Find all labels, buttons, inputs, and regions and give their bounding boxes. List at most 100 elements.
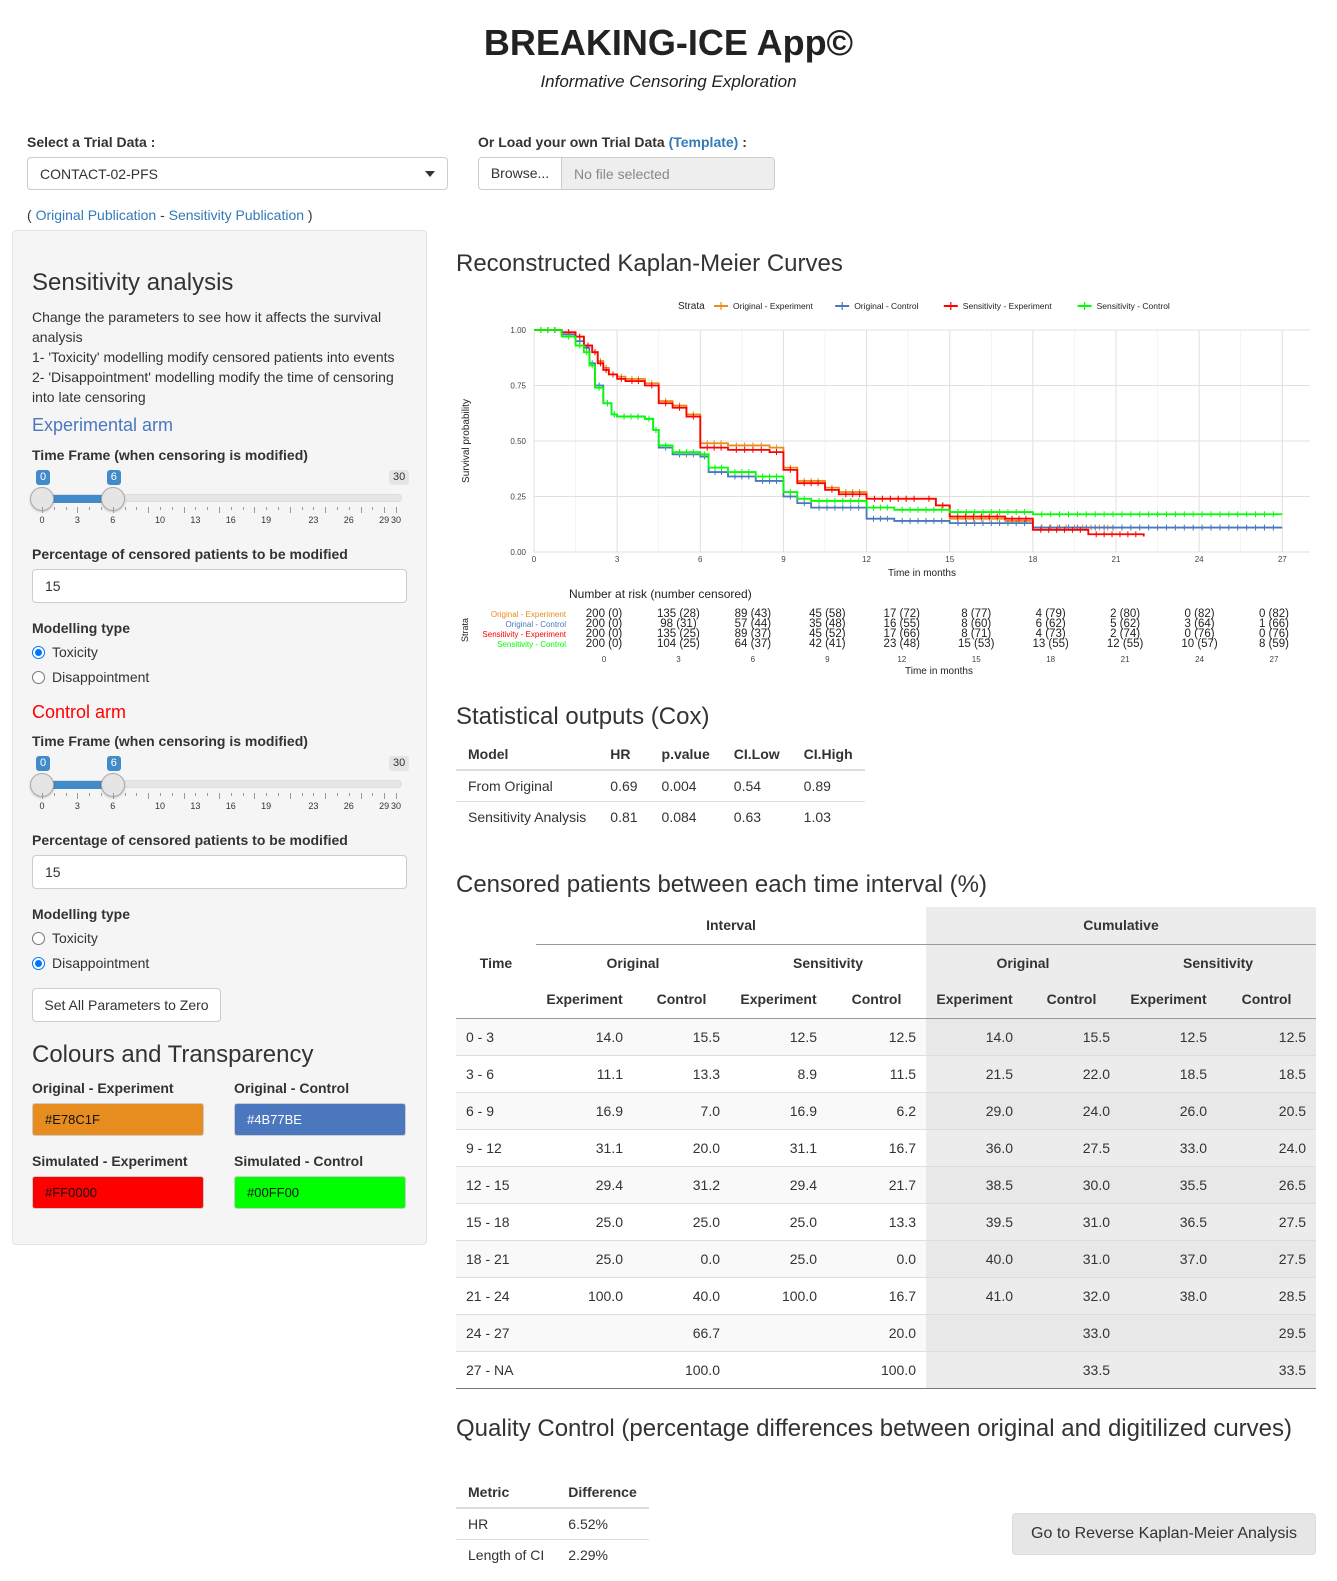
table-cell: 16.9 [536,1091,633,1129]
table-cell: 33.0 [1023,1313,1120,1351]
paren-open: ( [27,207,36,223]
slider-tick [254,793,256,799]
radio-unselected-icon[interactable] [32,931,45,945]
ctl-percentage-input[interactable]: 15 [32,855,407,889]
slider-tick-label: 13 [190,801,201,811]
table-row: 6 - 9 16.9 7.0 16.9 6.2 29.0 24.0 26.0 20.5 [456,1091,1317,1129]
slider-tick [348,507,350,510]
reset-parameters-button[interactable]: Set All Parameters to Zero [32,988,221,1022]
table-cell: Sensitivity Analysis [456,800,599,832]
legend-label: Original - Experiment [733,301,813,311]
table-cell: 33.5 [1023,1350,1120,1389]
slider-from-label: 0 [36,470,51,485]
risk-x-tick: 27 [1270,655,1279,664]
reverse-km-button[interactable]: Go to Reverse Kaplan-Meier Analysis [1012,1513,1316,1555]
table-cell: 33.5 [1217,1350,1317,1389]
slider-tick [337,507,338,510]
table-cell [1120,1350,1217,1389]
exp-radio-toxicity-label: Toxicity [52,644,98,660]
original-publication-link[interactable]: Original Publication [35,207,157,223]
slider-tick [278,507,279,510]
trial-data-label: Select a Trial Data : [27,134,156,150]
ctl-radio-disappointment-label: Disappointment [52,955,150,971]
table-cell [926,1350,1023,1389]
risk-x-tick: 9 [825,655,830,664]
sim-ctl-colour-label: Simulated - Control [234,1153,364,1169]
radio-selected-icon[interactable] [32,645,45,659]
risk-cell: 0 (76) [1185,628,1215,640]
ctl-radio-toxicity[interactable]: Toxicity [32,930,98,946]
table-cell: 26.5 [1217,1165,1317,1203]
exp-percentage-input[interactable]: 15 [32,569,407,603]
table-cell: 32.0 [1023,1276,1120,1314]
x-tick-label: 12 [862,555,871,564]
ctl-modelling-label: Modelling type [32,906,130,922]
x-tick-label: 15 [945,555,954,564]
orig-exp-colour-input[interactable]: #E78C1F [32,1103,204,1136]
template-link[interactable]: (Template) [668,134,739,150]
table-row: HR 6.52% [456,1507,649,1539]
risk-x-tick: 6 [751,655,756,664]
slider-selected-range [42,495,113,503]
app-subtitle: Informative Censoring Exploration [540,72,797,91]
risk-cell: 4 (73) [1036,628,1066,640]
risk-cell: 98 (31) [660,618,697,630]
table-row: From Original 0.69 0.004 0.54 0.89 [456,769,865,801]
risk-cell: 6 (62) [1036,618,1066,630]
slider-tick [348,793,350,796]
y-axis-label: Survival probability [461,399,472,483]
table-cell: 39.5 [926,1202,1023,1240]
slider-max-label: 30 [389,470,410,485]
x-tick-label: 24 [1195,555,1204,564]
table-cell: 0.0 [633,1239,730,1277]
sim-ctl-colour-input[interactable]: #00FF00 [234,1176,406,1209]
cox-header: HR [598,739,650,771]
interval-header: Interval [536,907,926,945]
ctl-radio-disappointment[interactable]: Disappointment [32,955,149,971]
slider-tick [171,507,173,510]
censored-title: Censored patients between each time inte… [456,871,987,898]
table-cell: 0.63 [721,800,792,832]
orig-ctl-colour-input[interactable]: #4B77BE [234,1103,406,1136]
table-cell: 12.5 [1120,1017,1217,1055]
slider-tick [183,507,185,513]
risk-cell: 200 (0) [586,628,623,640]
slider-tick [396,793,397,799]
file-name-field[interactable]: No file selected [561,157,775,190]
slider-tick [242,793,244,796]
sidebar-desc-line-3: 2- 'Disappointment' modelling modify the… [32,369,394,405]
control-arm-title: Control arm [32,702,127,722]
interval-original-header: Original [606,954,660,971]
table-cell: 35.5 [1120,1165,1217,1203]
table-cell: 12.5 [730,1017,827,1055]
experiment-header: Experiment [1120,981,1217,1019]
sim-exp-colour-input[interactable]: #FF0000 [32,1176,204,1209]
km-curve [534,329,1145,537]
slider-selected-range [42,781,113,789]
table-cell: 40.0 [926,1239,1023,1277]
table-row: 9 - 12 31.1 20.0 31.1 16.7 36.0 27.5 33.0 24.0 [456,1128,1317,1166]
risk-x-tick: 21 [1121,655,1130,664]
experiment-header: Experiment [730,981,827,1019]
table-cell: 18.5 [1120,1054,1217,1092]
browse-button[interactable]: Browse... [478,157,562,190]
time-cell: 3 - 6 [456,1054,536,1092]
exp-radio-toxicity[interactable]: Toxicity [32,644,98,660]
table-cell: HR [456,1507,557,1539]
x-tick-label: 9 [781,555,786,564]
trial-data-select[interactable]: CONTACT-02-PFS [27,157,448,190]
table-cell: 21.5 [926,1054,1023,1092]
table-cell [926,1313,1023,1351]
table-cell: 100.0 [827,1350,926,1389]
table-cell: 33.0 [1120,1128,1217,1166]
sensitivity-publication-link[interactable]: Sensitivity Publication [168,207,305,223]
slider-tick [89,507,91,510]
radio-selected-icon[interactable] [32,956,45,970]
radio-unselected-icon[interactable] [32,670,45,684]
slider-tick [230,507,232,510]
table-cell: 13.3 [633,1054,730,1092]
exp-radio-disappointment[interactable]: Disappointment [32,669,149,685]
table-cell: 100.0 [633,1350,730,1389]
table-cell: Length of CI [456,1538,557,1570]
table-cell: 25.0 [536,1239,633,1277]
